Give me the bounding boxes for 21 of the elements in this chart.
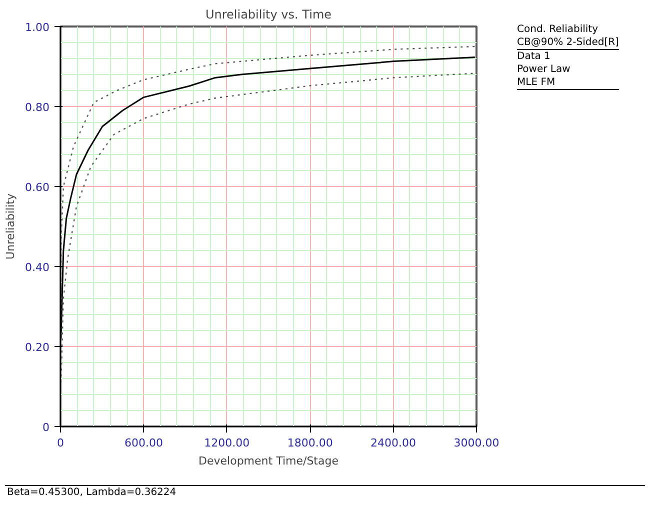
text: Power Law [517, 63, 572, 76]
text: Data 1 [517, 50, 552, 63]
x-tick-label: 1200.00 [204, 436, 250, 450]
x-tick-label: 2400.00 [370, 436, 416, 450]
y-tick-label: 0.80 [25, 101, 50, 114]
x-axis-title: Development Time/Stage [198, 454, 339, 468]
x-tick-label: 600.00 [124, 436, 163, 450]
chart-title: Unreliability vs. Time [205, 8, 332, 22]
text: CB@90% 2-Sided[R] [517, 36, 619, 50]
text: Beta=0.45300, Lambda=0.36224 [7, 486, 176, 500]
x-tick-label: 1800.00 [287, 436, 333, 450]
text: MLE FM [517, 76, 619, 90]
y-tick-label: 0.40 [25, 261, 50, 274]
y-tick-label: 0.20 [25, 341, 50, 354]
y-axis-title: Unreliability [4, 193, 18, 260]
x-tick-label: 0 [57, 436, 64, 450]
y-tick-label: 1.00 [25, 21, 50, 34]
text: Cond. Reliability [517, 23, 600, 36]
y-tick-label: 0.60 [25, 181, 50, 194]
x-tick-label: 3000.00 [454, 436, 500, 450]
y-tick-label: 0 [42, 421, 50, 434]
